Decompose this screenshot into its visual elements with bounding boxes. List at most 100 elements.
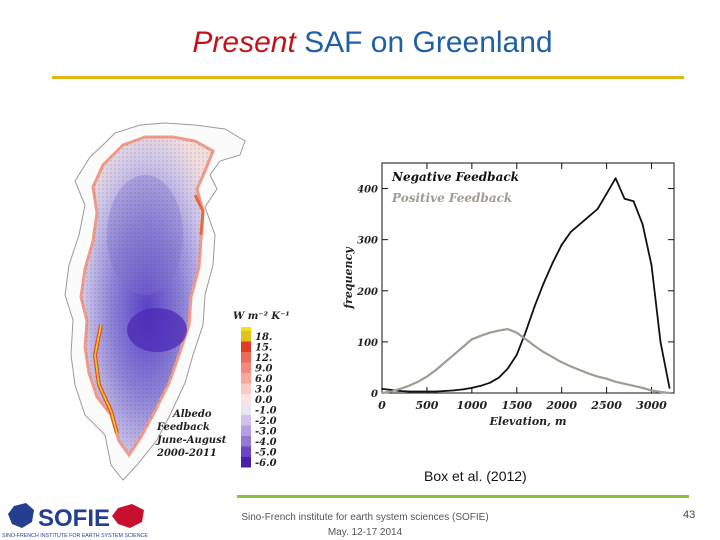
citation: Box et al. (2012) bbox=[424, 468, 527, 484]
legend-tick-label: 12. bbox=[255, 353, 272, 364]
series-point bbox=[533, 305, 536, 308]
series-point bbox=[632, 384, 635, 387]
series-point bbox=[408, 384, 410, 387]
series-point bbox=[542, 282, 545, 285]
series-point bbox=[452, 389, 455, 392]
legend-swatch bbox=[241, 446, 251, 457]
y-tick-label: 200 bbox=[356, 287, 378, 298]
x-tick-label: 500 bbox=[415, 399, 438, 412]
map-label: Albedo Feedback June-August 2000-2011 bbox=[155, 409, 227, 459]
series-point bbox=[381, 392, 383, 394]
x-tick-label: 1500 bbox=[501, 399, 532, 412]
y-tick-label: 100 bbox=[357, 338, 378, 349]
series-point bbox=[435, 390, 437, 393]
color-legend: 18.15.12.9.06.03.00.0-1.0-2.0-3.0-4.0-5.… bbox=[241, 327, 277, 469]
title-divider bbox=[52, 76, 684, 79]
legend-swatch bbox=[241, 436, 251, 447]
legend-entry: Negative Feedback bbox=[391, 170, 519, 184]
series-point bbox=[641, 386, 644, 389]
series-point bbox=[578, 223, 581, 226]
series-point bbox=[578, 369, 581, 371]
series-point bbox=[605, 377, 608, 380]
series-point bbox=[417, 390, 419, 393]
legend-tick-label: -2.0 bbox=[255, 416, 277, 427]
series-point bbox=[506, 328, 509, 331]
series-point bbox=[515, 353, 518, 356]
series-point bbox=[650, 389, 653, 392]
plot-frame bbox=[381, 162, 675, 394]
legend-tick-label: -1.0 bbox=[255, 406, 277, 417]
legend-tick-label: -5.0 bbox=[255, 448, 277, 459]
legend-swatch bbox=[241, 352, 251, 363]
footer: Sino-French institute for earth system s… bbox=[215, 510, 515, 540]
legend-swatch bbox=[241, 404, 251, 415]
series-point bbox=[542, 351, 545, 354]
series-point bbox=[497, 329, 500, 332]
map-label-line-2: Feedback bbox=[156, 422, 210, 433]
series-point bbox=[417, 380, 419, 383]
legend-swatch bbox=[241, 383, 251, 394]
legend-tick-label: 0.0 bbox=[255, 395, 272, 406]
series-point bbox=[426, 390, 428, 393]
series-point bbox=[497, 376, 500, 379]
map-label-line-3: June-August bbox=[155, 435, 227, 446]
legend-swatch-top bbox=[241, 327, 251, 331]
legend-swatch bbox=[241, 373, 251, 384]
legend-tick-label: 18. bbox=[255, 332, 272, 343]
series-point bbox=[443, 361, 446, 364]
legend-swatch bbox=[241, 425, 251, 436]
legend-swatch bbox=[241, 457, 251, 468]
series-point bbox=[614, 380, 617, 383]
logo-text: SOFIE bbox=[38, 505, 110, 532]
x-tick-label: 3000 bbox=[636, 399, 667, 412]
footer-divider bbox=[237, 495, 689, 498]
title-emphasis: Present bbox=[192, 26, 296, 59]
page-number: 43 bbox=[683, 509, 696, 521]
series-point bbox=[641, 223, 644, 226]
y-tick-label: 0 bbox=[371, 389, 378, 400]
series-point bbox=[596, 208, 599, 210]
legend-swatch bbox=[241, 415, 251, 426]
series-point bbox=[551, 261, 554, 264]
series-point bbox=[668, 386, 671, 389]
y-tick-label: 400 bbox=[357, 185, 378, 196]
series-point bbox=[426, 375, 428, 378]
series-point bbox=[650, 264, 653, 267]
series-point bbox=[443, 390, 446, 392]
series-point bbox=[560, 243, 563, 246]
greenland-albedo-feedback-map: 18.15.12.9.06.03.00.0-1.0-2.0-3.0-4.0-5.… bbox=[64, 122, 290, 481]
series-point bbox=[569, 231, 572, 233]
legend-tick-label: 6.0 bbox=[255, 374, 272, 385]
series-point bbox=[452, 353, 455, 356]
legend-swatch bbox=[241, 394, 251, 405]
footer-institute: Sino-French institute for earth system s… bbox=[241, 512, 489, 523]
series-point bbox=[596, 375, 599, 378]
x-axis-label: Elevation, m bbox=[489, 415, 567, 428]
x-tick-label: 0 bbox=[378, 399, 386, 412]
series-point bbox=[623, 382, 626, 385]
x-tick-label: 1000 bbox=[457, 399, 488, 412]
y-tick-label: 300 bbox=[357, 236, 378, 247]
legend-tick-label: -6.0 bbox=[255, 458, 277, 469]
series-point bbox=[399, 388, 401, 390]
series-point bbox=[506, 367, 509, 370]
series-point bbox=[470, 338, 473, 341]
series-point bbox=[399, 390, 401, 392]
map-label-line-4: 2000-2011 bbox=[156, 448, 217, 459]
series-point bbox=[488, 331, 491, 334]
x-tick-label: 2000 bbox=[545, 399, 577, 412]
frequency-elevation-chart: 0 500 1000 1500 2000 2500 3000 0 100 200 300 400 Ele… bbox=[342, 162, 675, 428]
series-point bbox=[605, 192, 608, 195]
logo-subtext: SINO-FRENCH INSTITUTE FOR EARTH SYSTEM S… bbox=[2, 533, 148, 539]
series-point bbox=[587, 215, 590, 218]
legend-swatch bbox=[241, 331, 251, 342]
series-point bbox=[479, 334, 482, 337]
y-axis-label: frequency bbox=[342, 246, 355, 310]
series-point bbox=[524, 338, 527, 341]
series-point bbox=[435, 369, 437, 371]
series-point bbox=[614, 177, 617, 180]
series-point bbox=[461, 388, 464, 391]
series-point bbox=[569, 365, 572, 368]
sofie-logo: SOFIE SINO-FRENCH INSTITUTE FOR EARTH SY… bbox=[2, 503, 148, 539]
series-point bbox=[632, 200, 635, 203]
